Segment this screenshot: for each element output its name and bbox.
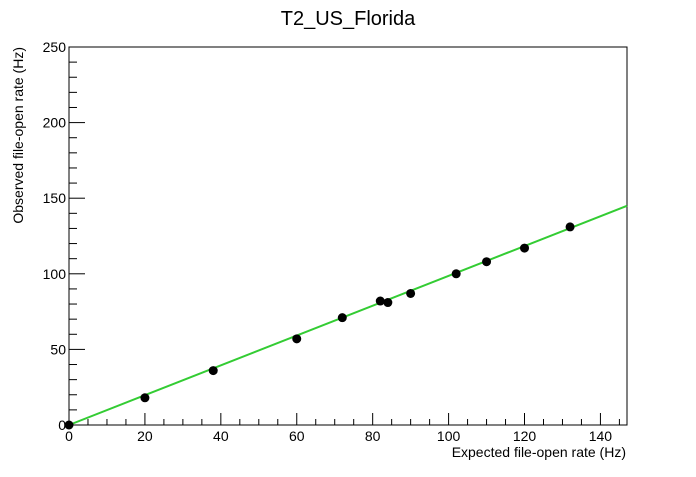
data-point [64, 420, 74, 430]
data-point [337, 313, 347, 323]
y-tick-label: 50 [50, 341, 66, 357]
y-tick-label: 100 [43, 266, 67, 282]
x-tick-label: 20 [137, 428, 153, 444]
chart-title: T2_US_Florida [281, 8, 416, 30]
data-point [482, 257, 492, 267]
data-point [208, 366, 218, 376]
y-tick-label: 150 [43, 190, 67, 206]
data-point [383, 298, 393, 308]
data-point [451, 269, 461, 279]
plot-frame [68, 46, 628, 426]
plot-border [68, 46, 628, 426]
fit-line [68, 204, 628, 426]
x-tick-label: 100 [437, 428, 461, 444]
x-tick-label: 0 [65, 428, 73, 444]
x-tick-label: 80 [365, 428, 381, 444]
y-tick-label: 200 [43, 115, 67, 131]
y-tick-label: 250 [43, 39, 67, 55]
data-point [565, 222, 575, 232]
tick-labels: 0 20 40 60 80 100 120 140 0 50 100 150 200 250 [43, 39, 613, 444]
data-point [375, 296, 385, 306]
data-point [406, 288, 416, 298]
x-tick-label: 140 [589, 428, 613, 444]
x-tick-label: 60 [289, 428, 305, 444]
data-point [292, 334, 302, 344]
y-tick-label: 0 [58, 417, 66, 433]
axis-ticks [68, 46, 620, 426]
y-axis-label: Observed file-open rate (Hz) [10, 47, 26, 224]
x-tick-label: 40 [213, 428, 229, 444]
data-point [520, 243, 530, 253]
data-point [140, 393, 150, 403]
data-points-layer [64, 222, 575, 430]
x-tick-label: 120 [513, 428, 537, 444]
x-axis-label: Expected file-open rate (Hz) [452, 444, 626, 460]
fit-line-layer [68, 204, 628, 426]
